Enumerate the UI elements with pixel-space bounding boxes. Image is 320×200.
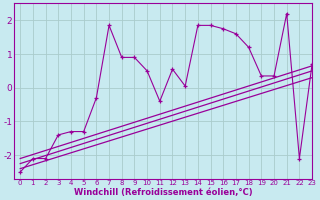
X-axis label: Windchill (Refroidissement éolien,°C): Windchill (Refroidissement éolien,°C) [74, 188, 252, 197]
